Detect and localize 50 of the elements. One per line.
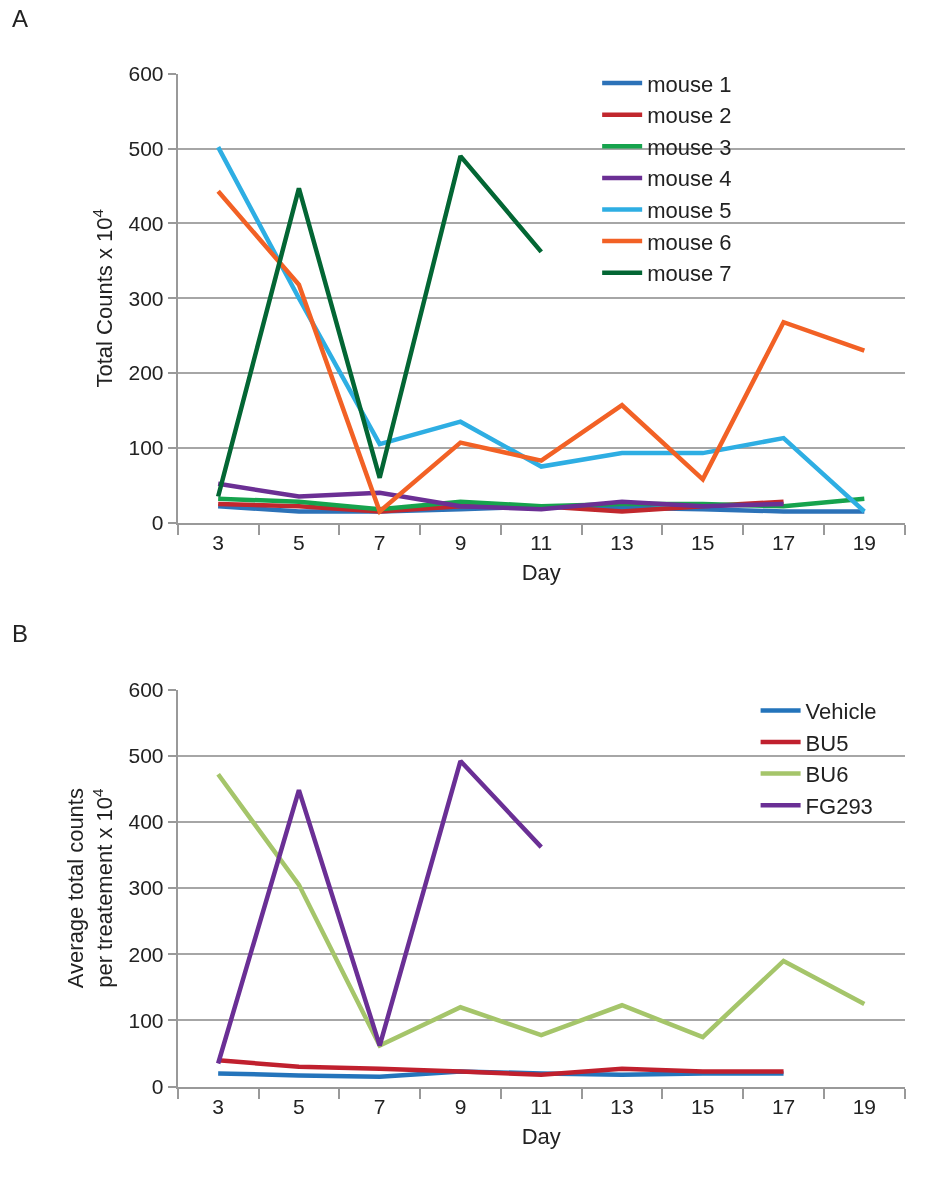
- y-tick-label: 0: [151, 511, 164, 535]
- text: A: [12, 5, 29, 32]
- y-tick-label: 100: [128, 1008, 164, 1032]
- y-tick-label: 300: [128, 876, 164, 900]
- legend-label: mouse 6: [647, 229, 732, 255]
- x-tick-label: 17: [771, 530, 796, 554]
- x-axis-title: Day: [521, 1124, 561, 1150]
- legend-label: mouse 5: [647, 198, 732, 224]
- y-tick-label: 400: [128, 810, 164, 834]
- x-tick-label: 9: [454, 530, 467, 554]
- legend-label: BU5: [805, 730, 849, 756]
- legend-label: mouse 1: [647, 71, 732, 97]
- x-tick-label: 7: [373, 530, 386, 554]
- x-tick-label: 15: [691, 1094, 715, 1118]
- y-tick-label: 400: [128, 211, 164, 235]
- x-axis-title: Day: [521, 560, 561, 586]
- legend-label: mouse 2: [647, 103, 732, 129]
- y-tick-label: 100: [128, 436, 164, 460]
- legend-label: mouse 4: [647, 166, 732, 192]
- x-tick-label: 19: [852, 530, 877, 554]
- line-series: [215, 481, 786, 512]
- y-tick-label: 0: [151, 1075, 164, 1099]
- x-tick-label: 11: [530, 1094, 553, 1118]
- y-tick-label: 500: [128, 136, 164, 160]
- y-tick-label: 200: [128, 361, 164, 385]
- legend-label: BU6: [805, 762, 849, 788]
- y-tick-label: 600: [128, 677, 164, 701]
- legend-label: mouse 3: [647, 134, 732, 160]
- x-tick-label: 9: [454, 1094, 467, 1118]
- x-tick-label: 11: [530, 530, 553, 554]
- x-tick-label: 3: [212, 1094, 224, 1118]
- x-tick-label: 17: [771, 1094, 796, 1118]
- legend-label: mouse 7: [647, 261, 732, 287]
- line-series: [215, 153, 544, 499]
- x-tick-label: 15: [691, 530, 715, 554]
- x-tick-label: 19: [852, 1094, 877, 1118]
- line-series: [215, 758, 544, 1066]
- text: B: [12, 620, 29, 647]
- y-tick-label: 300: [128, 286, 164, 310]
- x-tick-label: 7: [373, 1094, 386, 1118]
- legend-label: FG293: [805, 793, 873, 819]
- x-tick-label: 3: [212, 530, 224, 554]
- legend-label: Vehicle: [805, 698, 877, 724]
- y-tick-label: 600: [128, 62, 164, 86]
- y-tick-label: 200: [128, 942, 164, 966]
- x-tick-label: 5: [293, 530, 305, 554]
- x-tick-label: 5: [293, 1094, 305, 1118]
- y-tick-label: 500: [128, 744, 164, 768]
- x-tick-label: 13: [610, 530, 634, 554]
- x-tick-label: 13: [610, 1094, 634, 1118]
